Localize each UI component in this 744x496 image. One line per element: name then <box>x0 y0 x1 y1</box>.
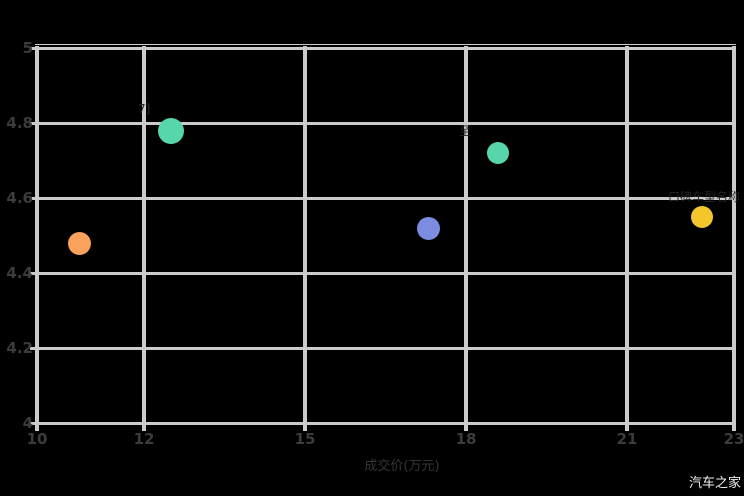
y-tick-label: 4 <box>22 414 33 432</box>
bubble-yellow[interactable] <box>690 205 713 228</box>
x-tick-label: 23 <box>723 430 744 448</box>
x-tick-label: 15 <box>294 430 316 448</box>
bubble-teal-1-label: 7] <box>138 102 151 116</box>
bubble-yellow-label: 口碑车型名称 <box>668 190 741 204</box>
plot-top-border <box>35 44 736 45</box>
bubble-teal-1[interactable] <box>158 117 184 144</box>
y-gridline <box>30 271 736 275</box>
x-gridline <box>732 46 736 431</box>
y-tick-label: 4.4 <box>6 264 33 282</box>
y-tick-label: 4.6 <box>6 189 33 207</box>
x-gridline <box>463 46 468 431</box>
x-gridline <box>35 46 39 431</box>
y-tick-label: 4.2 <box>6 339 33 357</box>
y-gridline <box>30 421 736 425</box>
x-tick-label: 21 <box>616 430 638 448</box>
x-tick-label: 18 <box>455 430 477 448</box>
x-tick-label: 12 <box>133 430 155 448</box>
x-tick-label: 10 <box>26 430 48 448</box>
y-gridline <box>30 196 736 200</box>
y-tick-label: 5 <box>22 39 33 57</box>
y-gridline <box>30 121 736 125</box>
x-gridline <box>142 46 147 431</box>
y-gridline <box>30 46 736 50</box>
bubble-blue[interactable] <box>416 216 440 240</box>
bubble-teal-2[interactable] <box>487 142 510 164</box>
bubble-teal-2-label: 至 <box>459 124 472 138</box>
bubble-orange[interactable] <box>68 231 92 255</box>
watermark-autohome: 汽车之家 <box>688 476 741 491</box>
y-tick-label: 4.8 <box>6 114 33 132</box>
x-gridline <box>303 46 308 431</box>
x-axis-title: 成交价(万元) <box>364 459 440 474</box>
x-gridline <box>624 46 629 431</box>
y-gridline <box>30 346 736 350</box>
